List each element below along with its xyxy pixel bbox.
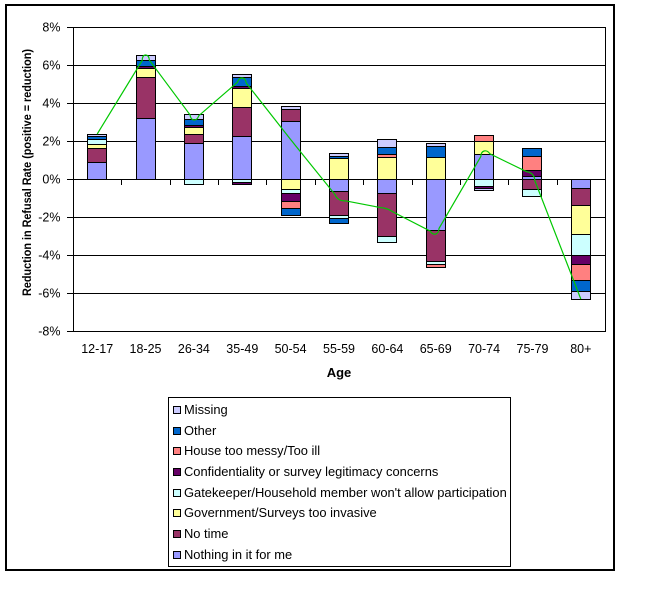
svg-text:35-49: 35-49 (226, 342, 258, 356)
svg-text:70-74: 70-74 (468, 342, 500, 356)
svg-text:-2%: -2% (38, 211, 60, 225)
svg-text:Nothing in it for me: Nothing in it for me (184, 547, 292, 562)
svg-text:Gatekeeper/Household member wo: Gatekeeper/Household member won't allow … (184, 485, 507, 500)
svg-text:2%: 2% (42, 135, 60, 149)
svg-text:Age: Age (327, 365, 352, 380)
svg-text:Missing: Missing (184, 402, 228, 417)
svg-text:18-25: 18-25 (130, 342, 162, 356)
svg-text:12-17: 12-17 (81, 342, 113, 356)
svg-text:Other: Other (184, 423, 217, 438)
svg-text:55-59: 55-59 (323, 342, 355, 356)
svg-text:-8%: -8% (38, 325, 60, 339)
svg-text:Reduction in Refusal Rate (pos: Reduction in Refusal Rate (positive = re… (20, 49, 34, 296)
svg-text:65-69: 65-69 (420, 342, 452, 356)
svg-text:4%: 4% (42, 97, 60, 111)
svg-text:Government/Surveys too invasiv: Government/Surveys too invasive (184, 505, 377, 520)
svg-text:No time: No time (184, 526, 228, 541)
svg-text:-6%: -6% (38, 287, 60, 301)
svg-text:50-54: 50-54 (275, 342, 307, 356)
svg-text:8%: 8% (42, 21, 60, 35)
svg-text:80+: 80+ (570, 342, 591, 356)
svg-text:Confidentiality or survey legi: Confidentiality or survey legitimacy con… (184, 464, 438, 479)
svg-text:6%: 6% (42, 59, 60, 73)
svg-text:26-34: 26-34 (178, 342, 210, 356)
svg-text:75-79: 75-79 (517, 342, 549, 356)
svg-text:0%: 0% (42, 173, 60, 187)
svg-text:House too messy/Too ill: House too messy/Too ill (184, 443, 320, 458)
svg-text:60-64: 60-64 (371, 342, 403, 356)
svg-text:-4%: -4% (38, 249, 60, 263)
